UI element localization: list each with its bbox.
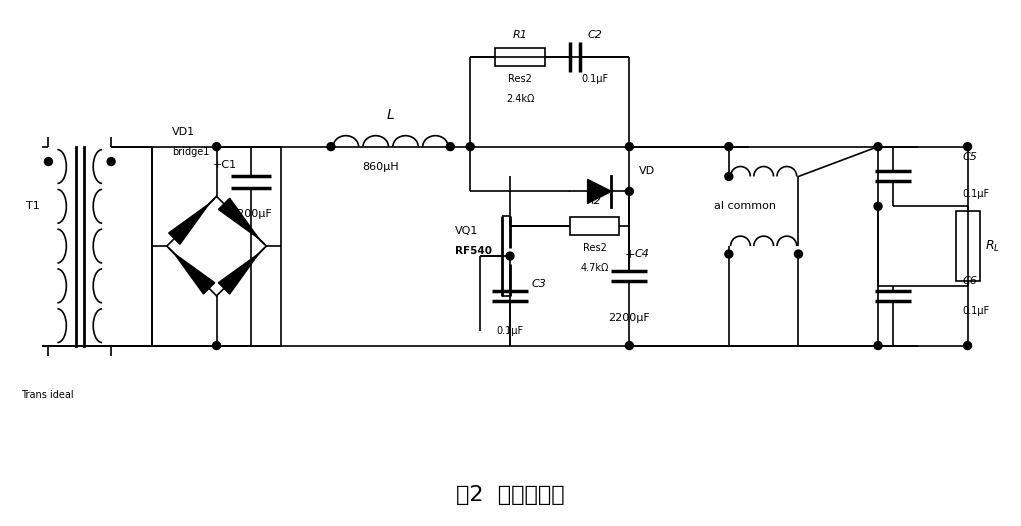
Text: C3: C3 bbox=[532, 279, 547, 289]
Circle shape bbox=[212, 143, 221, 150]
Polygon shape bbox=[218, 198, 259, 239]
FancyBboxPatch shape bbox=[495, 48, 545, 66]
Text: +: + bbox=[625, 248, 635, 260]
Text: VD: VD bbox=[639, 167, 655, 177]
Text: VQ1: VQ1 bbox=[455, 226, 479, 236]
Polygon shape bbox=[175, 254, 214, 294]
Circle shape bbox=[327, 143, 335, 150]
Polygon shape bbox=[168, 204, 209, 244]
Circle shape bbox=[874, 341, 882, 350]
Text: 2.4kΩ: 2.4kΩ bbox=[505, 94, 534, 104]
Text: VD1: VD1 bbox=[172, 127, 195, 137]
Circle shape bbox=[725, 250, 733, 258]
Text: Res2: Res2 bbox=[583, 243, 606, 253]
Circle shape bbox=[212, 341, 221, 350]
Text: 0.1μF: 0.1μF bbox=[496, 326, 524, 336]
Text: 0.1μF: 0.1μF bbox=[963, 189, 989, 199]
Circle shape bbox=[45, 158, 52, 166]
Text: 0.1μF: 0.1μF bbox=[963, 306, 989, 316]
Text: 2200μF: 2200μF bbox=[609, 313, 650, 323]
Text: C6: C6 bbox=[963, 276, 977, 286]
Text: C2: C2 bbox=[587, 30, 602, 40]
Circle shape bbox=[794, 250, 803, 258]
Text: C4: C4 bbox=[634, 249, 649, 259]
Text: 图2  硬件电路图: 图2 硬件电路图 bbox=[455, 485, 565, 505]
Circle shape bbox=[107, 158, 115, 166]
Circle shape bbox=[446, 143, 454, 150]
Circle shape bbox=[626, 341, 633, 350]
Text: 2200μF: 2200μF bbox=[231, 209, 273, 219]
FancyBboxPatch shape bbox=[570, 217, 620, 235]
Circle shape bbox=[964, 341, 972, 350]
Circle shape bbox=[725, 173, 733, 180]
Circle shape bbox=[506, 252, 514, 260]
Text: R2: R2 bbox=[587, 196, 602, 206]
Circle shape bbox=[964, 143, 972, 150]
Circle shape bbox=[725, 143, 733, 150]
Text: Res2: Res2 bbox=[508, 74, 532, 84]
Text: al common: al common bbox=[714, 201, 776, 211]
Circle shape bbox=[874, 203, 882, 210]
Circle shape bbox=[626, 143, 633, 150]
Text: +C1: +C1 bbox=[212, 159, 237, 169]
Text: 4.7kΩ: 4.7kΩ bbox=[580, 263, 609, 273]
Polygon shape bbox=[588, 179, 612, 204]
Circle shape bbox=[874, 143, 882, 150]
Text: T1: T1 bbox=[26, 201, 40, 211]
Text: RF540: RF540 bbox=[455, 246, 492, 256]
Text: bridge1: bridge1 bbox=[172, 147, 209, 157]
Text: R1: R1 bbox=[513, 30, 528, 40]
Circle shape bbox=[626, 187, 633, 195]
Circle shape bbox=[467, 143, 474, 150]
Text: $R_L$: $R_L$ bbox=[985, 238, 1001, 254]
FancyBboxPatch shape bbox=[956, 211, 979, 281]
Text: L: L bbox=[387, 108, 394, 122]
Text: 860μH: 860μH bbox=[362, 161, 399, 171]
Polygon shape bbox=[218, 254, 259, 294]
Text: C5: C5 bbox=[963, 151, 977, 161]
Text: Trans ideal: Trans ideal bbox=[21, 390, 74, 400]
Text: 0.1μF: 0.1μF bbox=[581, 74, 609, 84]
